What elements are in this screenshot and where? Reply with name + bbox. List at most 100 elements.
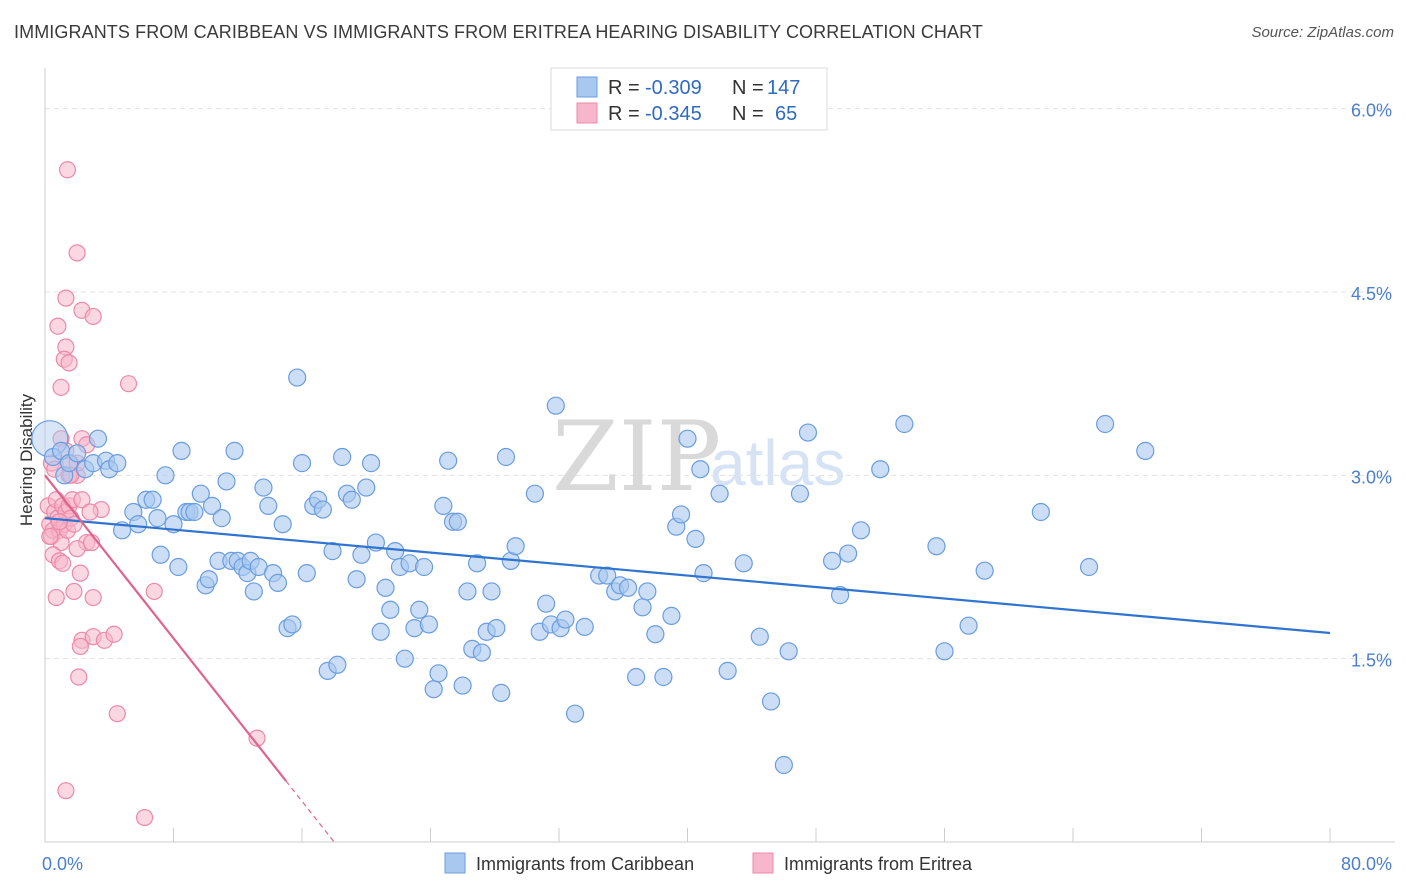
caribbean-point-17 [148,509,167,528]
caribbean-point-50 [297,564,316,583]
eritrea-point-32 [73,491,91,509]
caribbean-point-122 [734,554,753,573]
caribbean-point-109 [633,598,652,617]
eritrea-point-45 [49,317,67,335]
stats-legend: R = -0.309 N = 147 R = -0.345 N = 65 [550,67,828,131]
caribbean-point-25 [185,502,204,522]
caribbean-point-86 [472,643,491,662]
caribbean-point-42 [259,496,278,515]
eritrea-point-21 [54,554,72,572]
legend-swatch-eritrea [576,102,598,124]
caribbean-point-75 [419,615,438,634]
eritrea-point-60 [57,782,75,800]
caribbean-point-62 [357,478,376,497]
caribbean-point-118 [691,460,710,479]
caribbean-point-134 [895,414,914,434]
caribbean-point-26 [191,484,210,503]
eritrea-point-55 [105,625,123,643]
eritrea-point-52 [71,637,89,656]
caribbean-point-76 [424,680,443,699]
caribbean-point-39 [244,582,263,601]
chart-title: IMMIGRANTS FROM CARIBBEAN VS IMMIGRANTS … [14,22,984,42]
eritrea-point-57 [108,705,126,723]
caribbean-point-120 [710,484,729,503]
eritrea-point-37 [68,540,86,558]
legend-r-label-caribbean: R = [608,77,640,99]
caribbean-point-142 [1136,441,1155,460]
caribbean-point-127 [790,484,810,503]
caribbean-point-28 [199,570,218,589]
caribbean-point-11 [108,454,127,473]
caribbean-point-128 [798,423,818,442]
caribbean-point-101 [565,704,585,723]
caribbean-point-60 [347,570,366,589]
caribbean-point-16 [143,490,162,509]
caribbean-point-73 [410,600,429,619]
caribbean-point-31 [212,509,231,528]
caribbean-point-108 [626,667,646,687]
bottom-legend-swatch-eritrea [752,852,774,874]
eritrea-point-33 [71,564,89,582]
caribbean-point-53 [313,500,332,519]
trend-line-eritrea [44,474,287,782]
caribbean-point-140 [1079,557,1099,577]
eritrea-point-44 [84,307,102,326]
caribbean-point-61 [352,545,371,564]
caribbean-point-34 [225,441,244,460]
caribbean-point-123 [750,627,769,646]
eritrea-point-58 [145,582,163,601]
y-axis-title: Hearing Disability [17,393,36,526]
eritrea-point-40 [58,161,77,179]
caribbean-point-48 [288,368,307,387]
eritrea-point-48 [60,354,78,372]
bottom-legend-swatch-caribbean [444,852,466,874]
eritrea-point-50 [119,375,138,393]
caribbean-point-111 [646,625,665,644]
caribbean-point-115 [671,505,691,524]
eritrea-point-61 [135,808,154,827]
eritrea-point-49 [52,378,70,396]
caribbean-point-100 [556,610,575,629]
y-tick-label-1: 3.0% [1351,467,1392,487]
y-tick-label-3: 6.0% [1351,101,1392,121]
eritrea-point-41 [68,244,86,262]
bottom-legend-label-caribbean: Immigrants from Caribbean [476,854,694,874]
caribbean-point-117 [686,529,705,548]
caribbean-point-94 [525,484,545,503]
caribbean-point-129 [822,551,842,570]
legend-n-value-eritrea: 65 [775,103,797,125]
x-tick-label-max: 80.0% [1341,854,1392,874]
caribbean-point-49 [292,454,312,473]
caribbean-point-132 [851,521,871,540]
legend-swatch-caribbean [576,76,598,98]
caribbean-point-81 [448,512,467,531]
eritrea-point-34 [65,582,83,601]
caribbean-point-78 [434,496,453,515]
caribbean-point-21 [169,557,188,577]
caribbean-point-41 [254,478,273,497]
caribbean-point-130 [830,586,850,605]
caribbean-point-55 [323,542,342,561]
eritrea-point-42 [57,289,75,307]
watermark-zip: ZIP [552,401,721,513]
eritrea-point-59 [248,729,266,747]
caribbean-point-45 [273,515,292,534]
caribbean-point-136 [935,642,954,661]
legend-n-label-eritrea: N = [732,103,764,125]
caribbean-point-82 [453,676,472,695]
caribbean-point-65 [371,622,390,641]
eritrea-point-56 [70,668,88,686]
caribbean-point-137 [959,616,978,635]
grid-lines [45,108,1395,660]
source-credit: Source: ZipAtlas.com [1251,24,1394,41]
caribbean-point-8 [88,429,108,448]
legend-n-label-caribbean: N = [732,77,764,99]
caribbean-point-29 [202,496,222,515]
series-legend: Immigrants from Caribbean Immigrants fro… [444,852,973,874]
caribbean-point-83 [458,582,477,601]
caribbean-point-121 [718,661,737,680]
caribbean-point-85 [467,554,487,573]
watermark-atlas: atlas [710,427,845,499]
caribbean-point-133 [871,460,890,479]
